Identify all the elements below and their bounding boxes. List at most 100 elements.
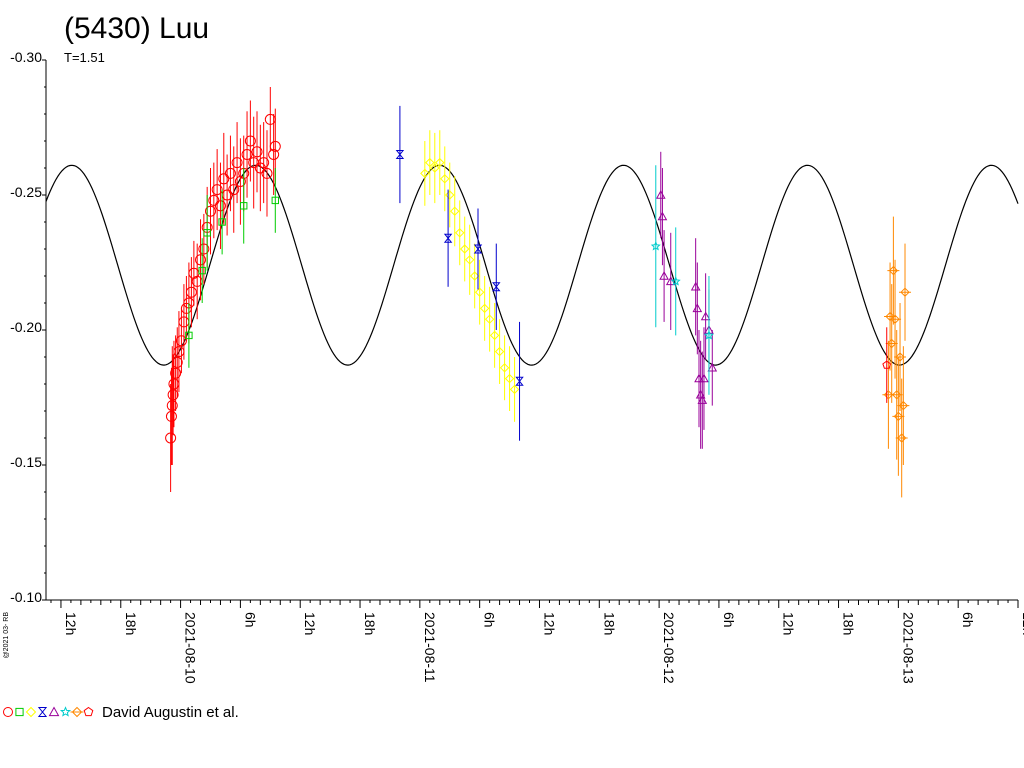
legend-marker-pentagon — [83, 706, 94, 717]
data-point — [425, 157, 435, 168]
x-tick-label: 6h — [960, 612, 976, 628]
copyright-note: @2021 03- RB — [3, 612, 10, 659]
data-point — [489, 330, 500, 341]
data-point — [443, 233, 453, 243]
data-point — [460, 244, 470, 254]
data-point — [474, 287, 485, 297]
x-tick-label: 2021-08-11 — [422, 612, 438, 683]
series-star — [650, 165, 715, 395]
data-point — [889, 314, 902, 324]
data-point — [218, 218, 226, 226]
data-point — [703, 330, 715, 340]
data-point — [165, 432, 177, 444]
data-point — [499, 363, 510, 373]
legend-marker-star — [59, 706, 72, 717]
legend-marker-circle — [3, 707, 13, 717]
data-point — [894, 352, 907, 362]
series-triangle — [655, 151, 718, 449]
data-point — [258, 157, 270, 169]
data-point — [882, 360, 892, 369]
x-tick-label: 18h — [601, 612, 617, 635]
data-point — [504, 373, 515, 384]
data-point — [261, 167, 273, 179]
data-point — [185, 286, 197, 298]
data-point — [659, 270, 669, 280]
x-tick-label: 12h — [541, 612, 557, 635]
data-point — [445, 190, 455, 200]
data-point — [395, 150, 405, 159]
data-point — [657, 211, 668, 221]
legend: David Augustin et al. — [2, 702, 239, 722]
x-tick-label: 12h — [1020, 612, 1024, 635]
data-point — [885, 338, 898, 349]
data-point — [224, 167, 236, 179]
data-point — [430, 163, 440, 173]
x-tick-label: 2021-08-13 — [900, 612, 916, 684]
data-point — [670, 276, 681, 286]
x-tick-label: 18h — [362, 612, 378, 635]
data-point — [254, 162, 266, 174]
data-point — [185, 331, 193, 340]
y-tick-label: -0.20 — [10, 319, 42, 335]
legend-marker-diamond — [25, 706, 37, 718]
data-point — [244, 135, 256, 147]
data-point — [208, 194, 220, 206]
data-point — [509, 384, 520, 395]
data-point — [707, 362, 718, 372]
data-point — [700, 311, 711, 321]
data-point — [692, 303, 703, 313]
legend-marker-square — [15, 707, 24, 717]
data-point — [469, 271, 480, 281]
x-tick-label: 18h — [841, 612, 857, 635]
data-point — [171, 356, 183, 368]
data-point — [198, 266, 206, 275]
data-point — [515, 376, 524, 386]
y-tick-label: -0.25 — [10, 184, 42, 200]
data-point — [204, 205, 216, 217]
data-point — [251, 146, 263, 158]
legend-credit: David Augustin et al. — [102, 703, 239, 721]
data-point — [494, 346, 505, 357]
data-point — [892, 411, 905, 422]
data-point — [699, 373, 709, 383]
series-diamond-cross — [882, 216, 912, 498]
legend-marker-diamond-cross — [70, 706, 84, 718]
data-point — [895, 433, 908, 443]
y-tick-label: -0.30 — [10, 49, 42, 65]
data-point — [241, 149, 253, 160]
data-point — [228, 184, 240, 196]
data-point — [897, 400, 910, 411]
x-tick-label: 12h — [302, 612, 318, 635]
data-point — [240, 202, 248, 210]
series-circle — [165, 87, 281, 492]
data-point — [271, 196, 279, 205]
data-point — [167, 389, 179, 401]
data-point — [170, 367, 182, 379]
data-point — [198, 243, 210, 255]
lightcurve-chart: -0.30 -0.25 -0.20 -0.15 -0.10 12h 18h 2021-08-1… — [10, 49, 1024, 684]
series-hourglass — [395, 105, 524, 441]
data-point — [484, 314, 495, 324]
x-tick-label: 12h — [781, 612, 797, 635]
data-point — [420, 168, 430, 179]
data-point — [887, 265, 900, 276]
series-square — [185, 168, 279, 368]
legend-marker-triangle — [48, 706, 60, 717]
chart-title: (5430) Luu — [64, 12, 210, 45]
data-point — [269, 140, 281, 152]
model-curve — [45, 164, 1019, 366]
legend-markers — [3, 706, 94, 718]
data-point — [165, 410, 177, 422]
data-point — [492, 282, 501, 292]
y-tick-label: -0.10 — [10, 589, 42, 605]
x-tick-label: 2021-08-12 — [661, 612, 677, 684]
x-tick-label: 2021-08-10 — [183, 612, 199, 684]
x-tick-label: 6h — [242, 612, 258, 628]
data-point — [440, 174, 450, 184]
data-point — [464, 255, 475, 265]
data-point — [435, 157, 445, 168]
chart-subtitle: T=1.51 — [64, 50, 105, 65]
data-point — [479, 303, 490, 314]
data-point — [268, 149, 280, 160]
data-point — [455, 228, 465, 238]
